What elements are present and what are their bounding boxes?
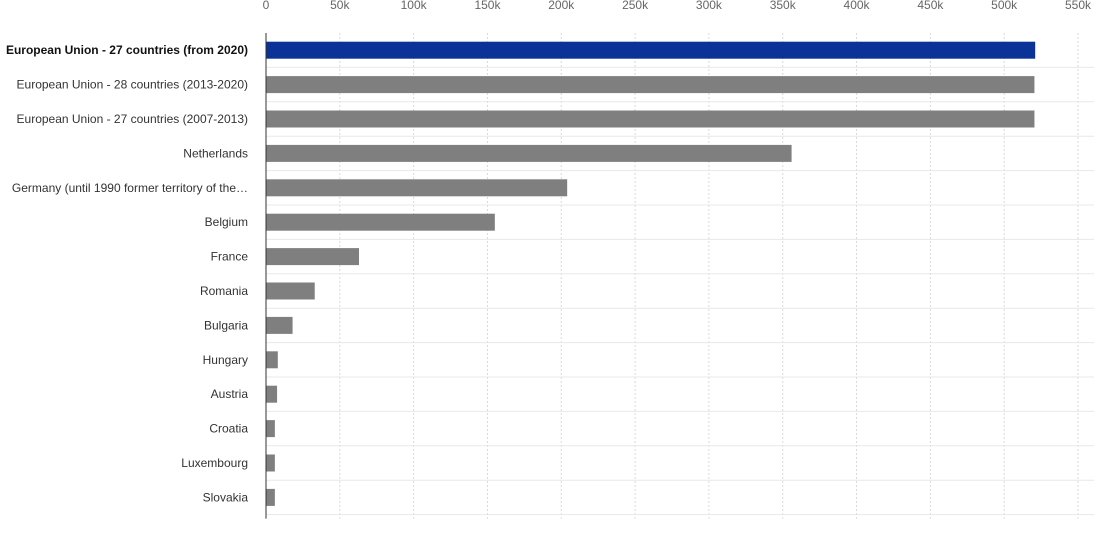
category-label: Netherlands [183,146,248,160]
bar[interactable] [266,76,1035,94]
category-label: Romania [200,284,248,298]
bar[interactable] [266,316,293,334]
category-labels: European Union - 27 countries (from 2020… [6,43,248,504]
bar[interactable] [266,144,792,162]
category-label: Germany (until 1990 former territory of … [12,181,248,195]
bar[interactable] [266,110,1035,128]
category-label: European Union - 28 countries (2013-2020… [17,78,248,92]
bar[interactable] [266,488,275,506]
x-tick-label: 300k [696,0,723,12]
x-tick-label: 350k [770,0,797,12]
bar[interactable] [266,454,275,472]
x-tick-label: 250k [622,0,649,12]
bar[interactable] [266,282,315,300]
bar[interactable] [266,213,495,231]
bar[interactable] [266,420,275,438]
x-tick-label: 100k [401,0,428,12]
category-label: Hungary [203,353,248,367]
category-label: Luxembourg [181,456,248,470]
x-tick-label: 400k [844,0,871,12]
category-label: France [211,250,249,264]
category-label: Bulgaria [204,318,248,332]
bar[interactable] [266,248,360,266]
bars [266,41,1036,506]
category-label: European Union - 27 countries (2007-2013… [17,112,248,126]
category-label: Belgium [205,215,248,229]
category-label: Slovakia [203,490,249,504]
x-tick-label: 550k [1065,0,1092,12]
category-label: Croatia [209,422,248,436]
x-tick-label: 0 [263,0,270,12]
category-label: Austria [211,387,249,401]
bar[interactable] [266,385,278,403]
x-axis-tick-labels: 0 50k 100k 150k 200k 250k 300k 350k 400k 450k 500k… [263,0,1092,12]
bar[interactable] [266,351,278,369]
bar[interactable] [266,179,568,197]
x-tick-label: 450k [917,0,944,12]
x-tick-label: 50k [330,0,350,12]
x-tick-label: 200k [548,0,575,12]
x-tick-label: 150k [474,0,501,12]
category-label: European Union - 27 countries (from 2020… [6,43,248,57]
x-tick-label: 500k [991,0,1018,12]
row-separators [266,66,1094,516]
bar[interactable] [266,41,1036,59]
